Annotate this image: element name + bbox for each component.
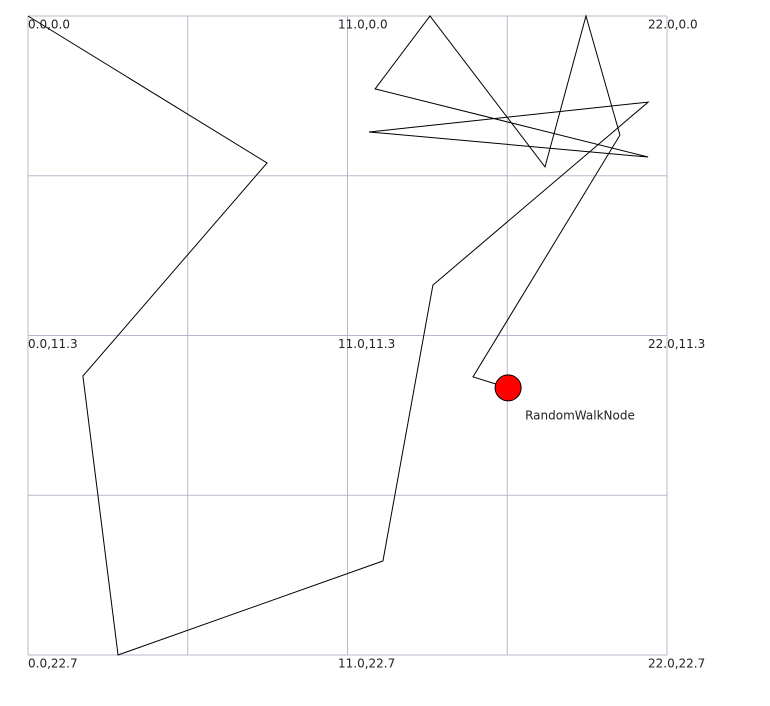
walk-path (27, 14, 650, 656)
grid-label: 11.0,0.0 (338, 18, 388, 32)
grid-label: 0.0,0.0 (28, 18, 70, 32)
grid-label: 22.0,0.0 (648, 18, 698, 32)
grid-label: 11.0,22.7 (338, 657, 395, 671)
grid-label: 22.0,11.3 (648, 337, 705, 351)
grid-label: 0.0,22.7 (28, 657, 78, 671)
node (494, 374, 522, 402)
grid-label: 0.0,11.3 (28, 337, 78, 351)
grid-label: 11.0,11.3 (338, 337, 395, 351)
node-label: RandomWalkNode (525, 408, 635, 422)
grid-label: 22.0,22.7 (648, 657, 705, 671)
